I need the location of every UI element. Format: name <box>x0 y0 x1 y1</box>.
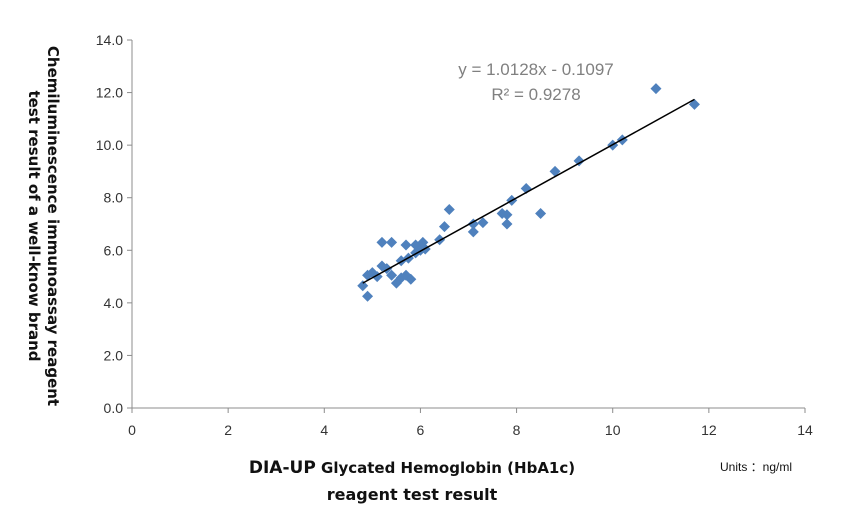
data-point <box>535 207 547 219</box>
x-axis-ticks: 0 2 4 6 8 10 12 14 <box>128 408 813 438</box>
data-point <box>438 221 450 233</box>
x-axis-label-line-2: reagent test result <box>327 485 498 504</box>
data-point <box>386 269 398 281</box>
units-label: Units ：ng/ml <box>720 460 792 474</box>
x-tick-label: 4 <box>320 422 328 438</box>
x-axis-label-line-1: DIA-UP Glycated Hemoglobin (HbA1c) <box>249 458 575 478</box>
data-point <box>443 204 455 216</box>
trendline <box>362 98 695 284</box>
data-points <box>357 83 700 302</box>
x-tick-label: 14 <box>797 422 813 438</box>
r-squared-label: R² = 0.9278 <box>491 85 580 104</box>
data-point <box>405 273 417 285</box>
data-point <box>650 83 662 95</box>
y-tick-label: 8.0 <box>104 190 124 206</box>
data-point <box>362 290 374 302</box>
x-tick-label: 8 <box>513 422 521 438</box>
x-tick-label: 0 <box>128 422 136 438</box>
x-axis-label-brand: DIA-UP <box>249 458 316 478</box>
data-point <box>467 226 479 238</box>
data-point <box>357 280 369 292</box>
data-point <box>501 209 513 221</box>
data-point <box>477 217 489 229</box>
data-point <box>501 218 513 230</box>
y-tick-label: 4.0 <box>104 295 124 311</box>
x-tick-label: 10 <box>605 422 621 438</box>
y-tick-label: 10.0 <box>96 137 123 153</box>
y-axis-ticks: 0.0 2.0 4.0 6.0 8.0 10.0 12.0 14.0 <box>96 32 132 416</box>
x-axis-label-rest: Glycated Hemoglobin (HbA1c) <box>316 459 575 477</box>
y-tick-label: 6.0 <box>104 242 124 258</box>
y-axis-label-line-2: test result of a well-know brand <box>25 90 43 361</box>
data-point <box>688 98 700 110</box>
y-axis-label-line-1: Chemiluminescence immunoassay reagent <box>44 46 62 406</box>
x-tick-label: 2 <box>224 422 232 438</box>
data-point <box>573 155 585 167</box>
y-tick-label: 12.0 <box>96 85 123 101</box>
y-tick-label: 14.0 <box>96 32 123 48</box>
y-tick-label: 2.0 <box>104 347 124 363</box>
data-point <box>400 239 412 251</box>
axes <box>131 40 805 409</box>
x-tick-label: 6 <box>417 422 425 438</box>
data-point <box>386 236 398 248</box>
data-point <box>549 165 561 177</box>
x-tick-label: 12 <box>701 422 717 438</box>
trendline-equation: y = 1.0128x - 0.1097 <box>458 60 613 79</box>
data-point <box>467 218 479 230</box>
y-tick-label: 0.0 <box>104 400 124 416</box>
data-point <box>376 236 388 248</box>
